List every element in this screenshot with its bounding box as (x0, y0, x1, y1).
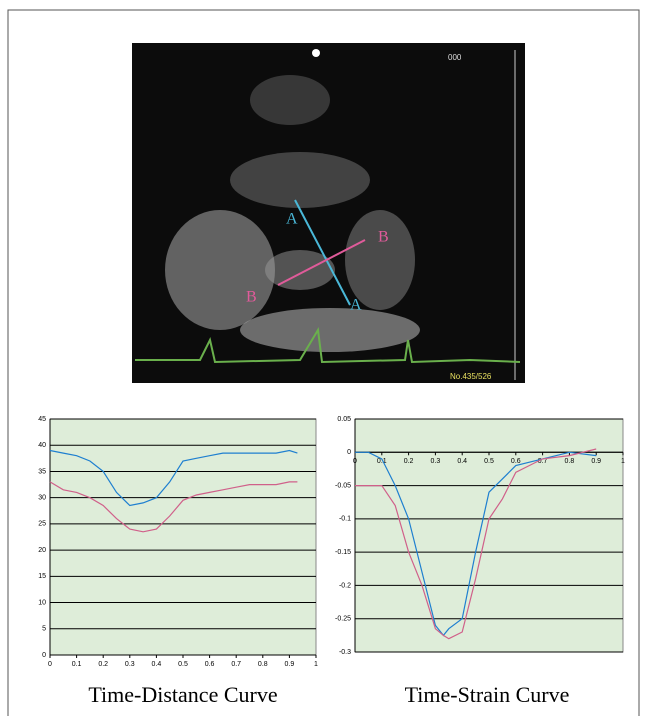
image-label: A (350, 297, 362, 314)
y-tick-label: 40 (38, 442, 46, 449)
x-tick-label: 0.4 (457, 458, 467, 465)
x-tick-label: 0.3 (125, 661, 135, 668)
plot-area (50, 419, 316, 655)
y-tick-label: -0.05 (335, 482, 351, 489)
chart-title: Time-Distance Curve (88, 682, 277, 707)
image-label: B (378, 229, 389, 246)
x-tick-label: 0.1 (72, 661, 82, 668)
y-tick-label: -0.1 (339, 516, 351, 523)
y-tick-label: 5 (42, 626, 46, 633)
y-tick-label: 10 (38, 599, 46, 606)
x-tick-label: 0.6 (511, 458, 521, 465)
x-tick-label: 0.8 (258, 661, 268, 668)
y-tick-label: -0.25 (335, 616, 351, 623)
y-tick-label: 45 (38, 416, 46, 423)
x-tick-label: 0.7 (231, 661, 241, 668)
y-tick-label: 0 (347, 449, 351, 456)
y-tick-label: 0 (42, 652, 46, 659)
x-tick-label: 1 (314, 661, 318, 668)
x-tick-label: 0.2 (404, 458, 414, 465)
x-tick-label: 0.9 (285, 661, 295, 668)
y-tick-label: 0.05 (337, 416, 351, 423)
x-tick-label: 0 (353, 458, 357, 465)
x-tick-label: 0.3 (431, 458, 441, 465)
x-tick-label: 0.6 (205, 661, 215, 668)
counter: 000 (448, 53, 462, 62)
y-tick-label: -0.2 (339, 582, 351, 589)
y-tick-label: -0.15 (335, 549, 351, 556)
y-tick-label: -0.3 (339, 649, 351, 656)
figure: A A B B No.435/526 000 05101520253035404… (0, 0, 645, 716)
x-tick-label: 1 (621, 458, 625, 465)
x-tick-label: 0.5 (178, 661, 188, 668)
y-tick-label: 30 (38, 495, 46, 502)
figure-canvas: A A B B No.435/526 000 05101520253035404… (0, 0, 645, 716)
x-tick-label: 0 (48, 661, 52, 668)
x-tick-label: 0.9 (591, 458, 601, 465)
x-tick-label: 0.4 (152, 661, 162, 668)
y-tick-label: 15 (38, 573, 46, 580)
y-tick-label: 20 (38, 547, 46, 554)
y-tick-label: 25 (38, 521, 46, 528)
x-tick-label: 0.5 (484, 458, 494, 465)
y-tick-label: 35 (38, 468, 46, 475)
frame-number: No.435/526 (450, 372, 492, 381)
image-label: B (246, 289, 257, 306)
x-tick-label: 0.2 (98, 661, 108, 668)
x-tick-label: 0.8 (565, 458, 575, 465)
chart-title: Time-Strain Curve (405, 682, 570, 707)
image-label: A (286, 211, 298, 228)
echo-image: A A B B No.435/526 000 (132, 43, 525, 383)
